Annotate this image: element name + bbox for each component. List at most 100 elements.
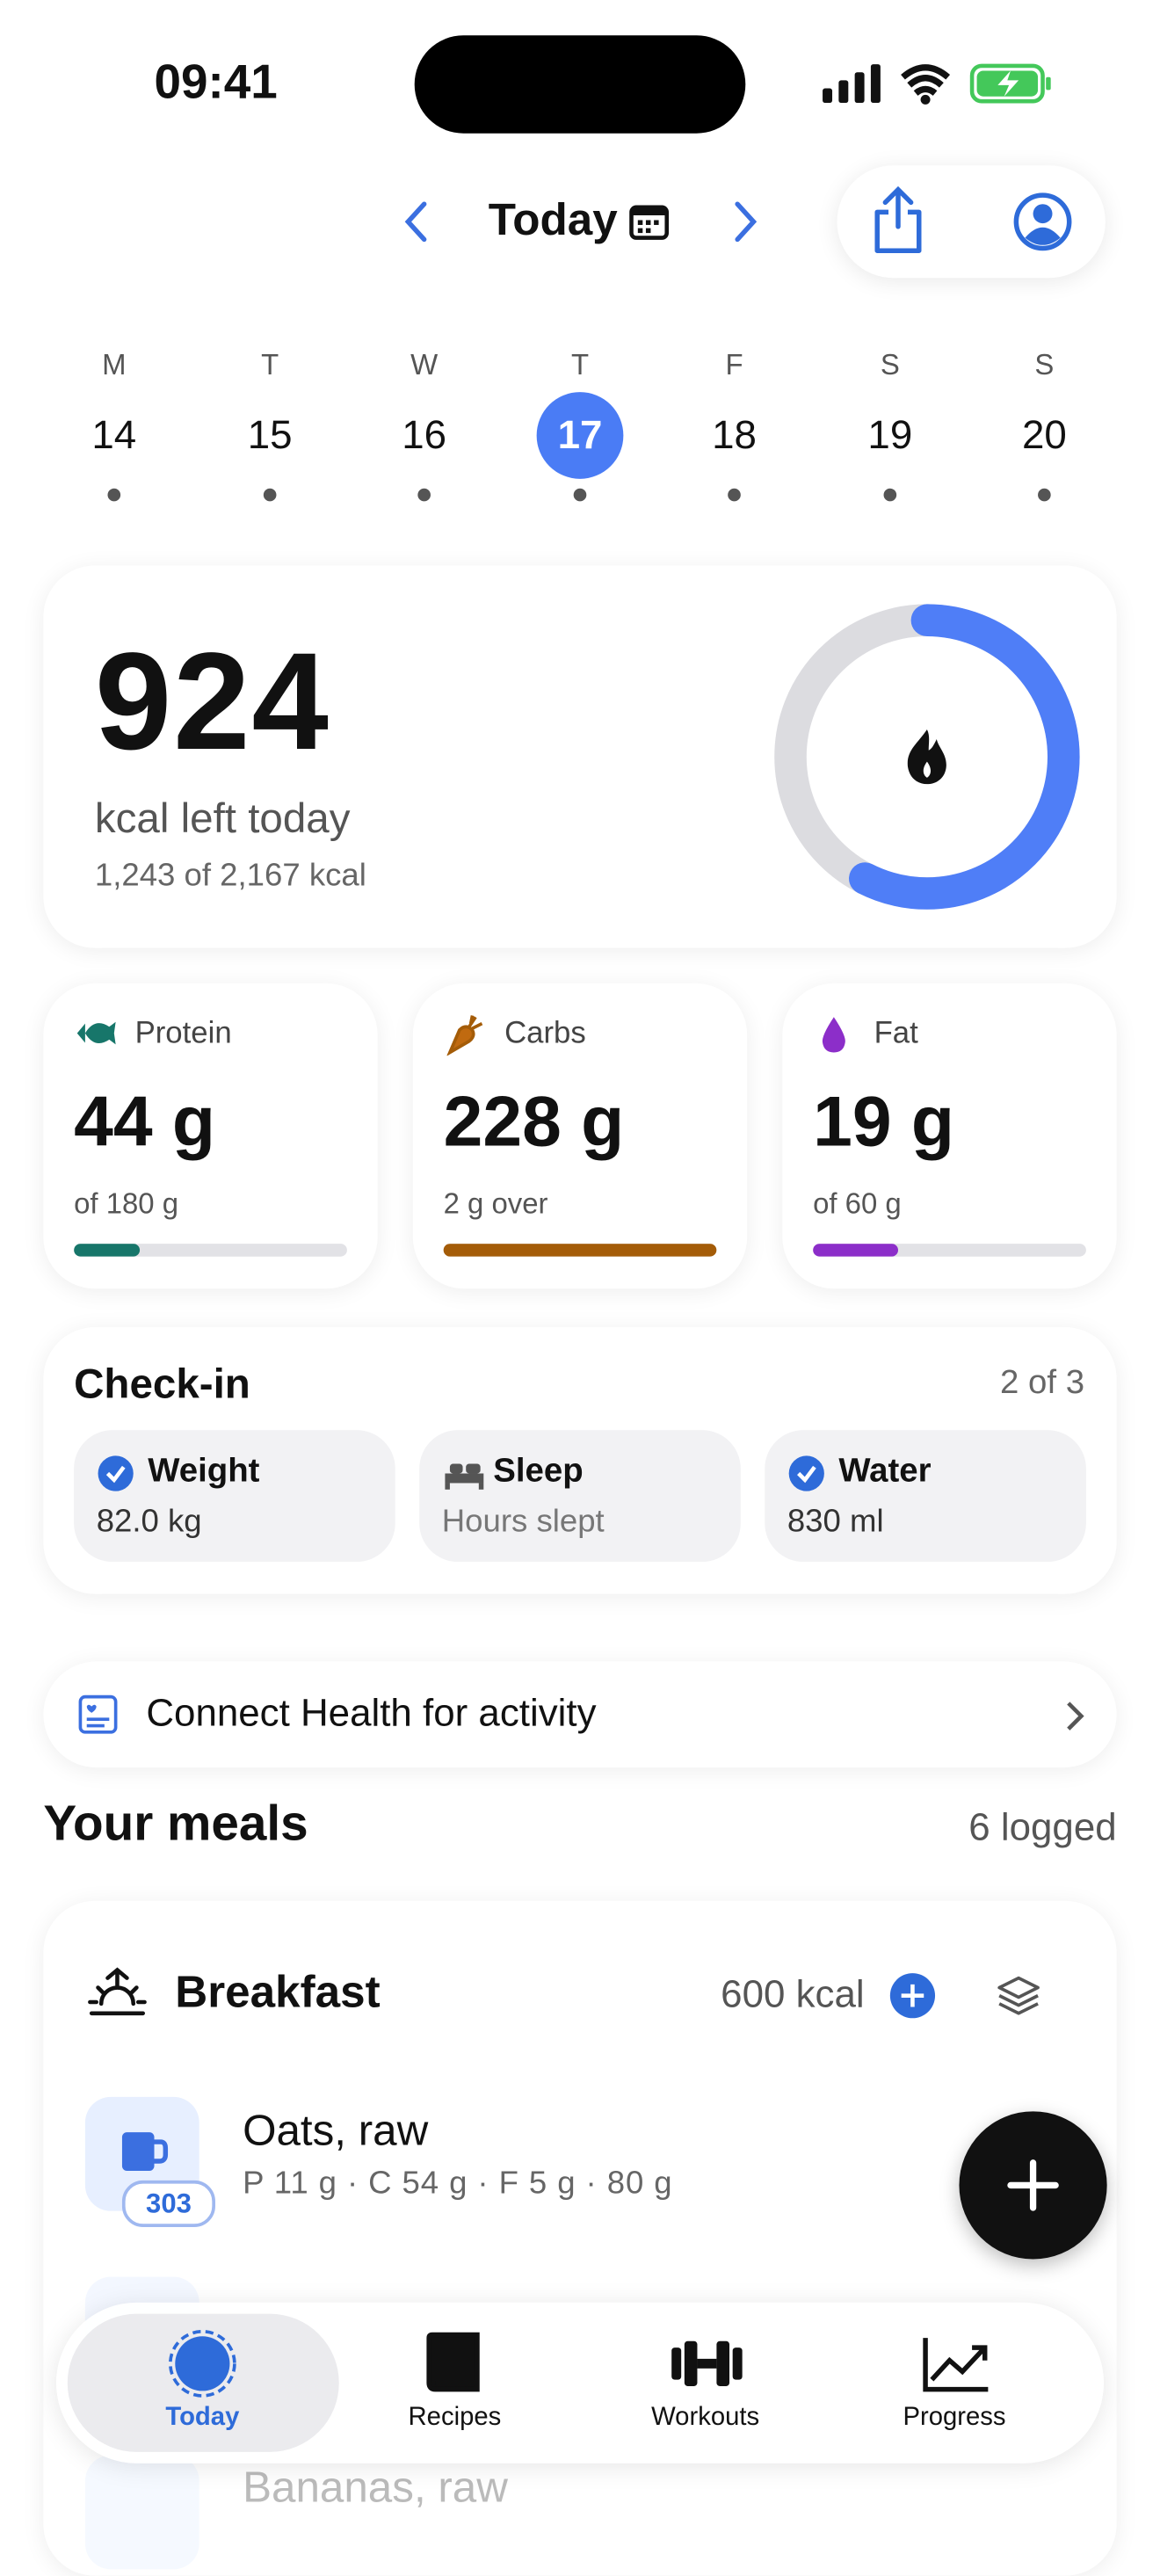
- cup-icon: [121, 2132, 169, 2171]
- status-icons: [823, 63, 1051, 105]
- macro-glyph: [446, 1015, 483, 1056]
- bed-icon: [445, 1463, 484, 1490]
- tab-icons: [168, 2329, 989, 2398]
- day-dot: [573, 488, 587, 502]
- day-letter: F: [725, 348, 743, 381]
- food-macros: P 11 g · C 54 g · F 5 g · 80 g: [243, 2166, 673, 2202]
- checkin-icon: [97, 1455, 135, 1501]
- checkin-name: Sleep: [493, 1452, 584, 1490]
- kcal-left: 924: [94, 625, 330, 780]
- day-letter: T: [261, 348, 279, 381]
- dynamic-island: [414, 35, 746, 134]
- checkin-icon: [442, 1455, 487, 1501]
- day-dot: [107, 488, 121, 502]
- day-date[interactable]: 17: [557, 412, 603, 459]
- macro-icon: [74, 1014, 119, 1056]
- plus-icon: [1007, 2159, 1059, 2211]
- check-icon: [788, 1455, 824, 1491]
- profile-button[interactable]: [1012, 192, 1073, 252]
- macro-glyph: [822, 1017, 845, 1053]
- checkin-progress: 2 of 3: [1000, 1364, 1085, 1402]
- day-letter: M: [102, 348, 127, 381]
- day-date[interactable]: 19: [867, 412, 913, 459]
- meal-name: Breakfast: [175, 1966, 381, 2017]
- checkin-value: Hours slept: [441, 1504, 605, 1540]
- layers-button[interactable]: [995, 1971, 1043, 2020]
- add-button[interactable]: [959, 2111, 1107, 2260]
- macro-icon: [444, 1014, 489, 1056]
- day-date[interactable]: 15: [247, 412, 293, 459]
- day-dot: [883, 488, 897, 502]
- macro-glyph: [76, 1021, 116, 1045]
- macro-track: [443, 1244, 717, 1257]
- checkin-title: Check-in: [74, 1359, 250, 1408]
- health-icon: [78, 1694, 118, 1734]
- prev-day[interactable]: [398, 200, 437, 244]
- page: 09:41 Today 924 kcal left today 1,243 of…: [43, 35, 1117, 2512]
- header-title[interactable]: Today: [488, 194, 618, 244]
- selected-day: [536, 392, 624, 479]
- checkin-item[interactable]: Sleep Hours slept: [419, 1430, 741, 1563]
- macro-name: Protein: [134, 1017, 232, 1051]
- tab-label[interactable]: Recipes: [408, 2404, 502, 2432]
- health-banner[interactable]: Connect Health for activity: [43, 1661, 1117, 1768]
- checkin-name: Water: [838, 1452, 932, 1490]
- add-food[interactable]: [888, 1971, 937, 2020]
- day-letter: S: [1034, 348, 1055, 381]
- day-dot: [417, 488, 431, 502]
- chevron: [1067, 1702, 1084, 1731]
- share-button[interactable]: [869, 185, 927, 255]
- checkin-name: Weight: [148, 1452, 260, 1490]
- calendar-icon[interactable]: [628, 202, 671, 241]
- day-letter: T: [570, 348, 590, 381]
- calorie-ring: [774, 604, 1080, 910]
- macro-amount: 44 g: [74, 1083, 216, 1162]
- checkin-value: 82.0 kg: [96, 1504, 202, 1540]
- day-letter: S: [880, 348, 900, 381]
- day-date[interactable]: 14: [91, 412, 137, 459]
- meals-count: 6 logged: [968, 1805, 1117, 1850]
- tab-label[interactable]: Today: [165, 2404, 240, 2432]
- kcal-detail: 1,243 of 2,167 kcal: [94, 858, 366, 894]
- day-dot: [1038, 488, 1051, 502]
- food-name: Oats, raw: [243, 2106, 429, 2155]
- checkin-item[interactable]: Water 830 ml: [765, 1430, 1086, 1563]
- day-date[interactable]: 20: [1021, 412, 1067, 459]
- meals-title: Your meals: [43, 1795, 308, 1852]
- day-dot: [263, 488, 277, 502]
- tab-label[interactable]: Progress: [903, 2404, 1006, 2432]
- checkin-value: 830 ml: [787, 1504, 884, 1540]
- checkin-item[interactable]: Weight 82.0 kg: [74, 1430, 395, 1563]
- macro-name: Fat: [874, 1017, 918, 1051]
- macro-note: of 180 g: [74, 1187, 179, 1220]
- kcal-label: kcal left today: [94, 794, 351, 843]
- macro-amount: 19 g: [813, 1083, 955, 1162]
- macro-progress: [74, 1244, 140, 1257]
- macro-track: [74, 1244, 347, 1257]
- macro-note: 2 g over: [443, 1187, 548, 1220]
- health-text: Connect Health for activity: [146, 1692, 597, 1736]
- check-icon: [98, 1455, 134, 1491]
- breakfast-icon: [88, 1967, 147, 2016]
- macro-note: of 60 g: [813, 1187, 902, 1220]
- macro-icon: [813, 1014, 858, 1056]
- day-date[interactable]: 18: [712, 412, 757, 459]
- macro-amount: 228 g: [443, 1083, 625, 1162]
- food-badge: 303: [121, 2180, 215, 2227]
- macro-track: [813, 1244, 1086, 1257]
- next-day[interactable]: [726, 200, 765, 244]
- day-date[interactable]: 16: [402, 412, 447, 459]
- calorie-card: 924 kcal left today 1,243 of 2,167 kcal: [43, 565, 1117, 948]
- checkin-icon: [787, 1455, 826, 1501]
- food-icon: [84, 2455, 199, 2570]
- meal-card: Breakfast 600 kcal 303 Oats, raw P 11 g …: [43, 1900, 1117, 2576]
- screen: 09:41 Today 924 kcal left today 1,243 of…: [43, 35, 1117, 2512]
- time: 09:41: [154, 55, 278, 110]
- action-pill: [837, 165, 1106, 279]
- day-dot: [728, 488, 741, 502]
- macro-progress: [813, 1244, 898, 1257]
- macro-name: Carbs: [504, 1017, 586, 1051]
- tab-label[interactable]: Workouts: [651, 2404, 760, 2432]
- food-name: Bananas, raw: [243, 2463, 508, 2512]
- day-letter: W: [410, 348, 439, 381]
